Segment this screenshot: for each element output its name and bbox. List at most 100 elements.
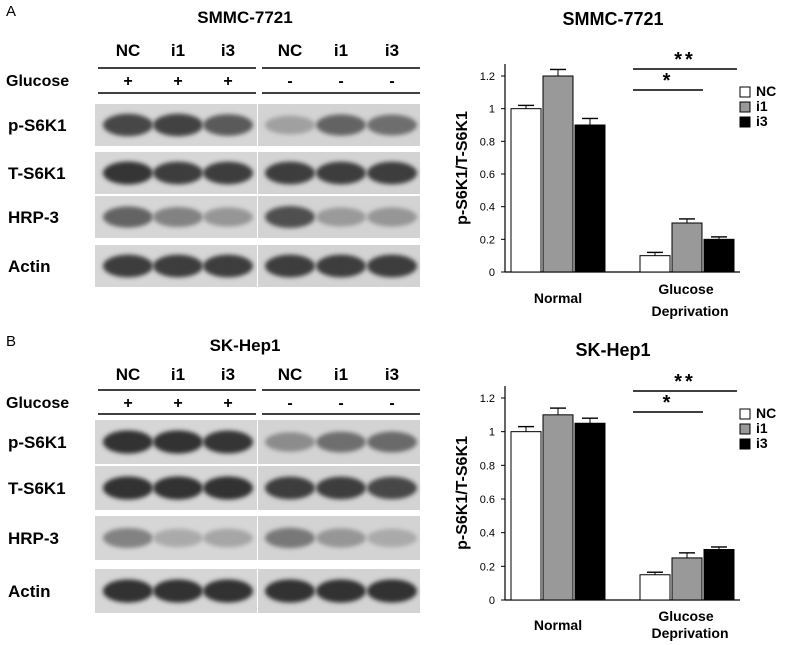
panel-letter: A — [6, 3, 16, 20]
band-label: p-S6K1 — [8, 116, 67, 135]
bar — [542, 414, 574, 601]
band — [265, 206, 315, 228]
y-tick-label: 0.2 — [480, 561, 495, 573]
error-bar — [589, 118, 591, 125]
y-tick-label: 0 — [489, 595, 495, 607]
category-label: Glucose — [658, 608, 713, 624]
error-bar — [654, 572, 656, 575]
significance-marker: ** — [674, 49, 696, 71]
y-tick-label: 0.4 — [480, 528, 495, 540]
band — [367, 431, 417, 453]
chart-title: SK-Hep1 — [575, 340, 650, 360]
y-tick-label: 0.6 — [480, 494, 495, 506]
band — [316, 114, 366, 136]
significance-marker: ** — [674, 371, 696, 393]
category-label: Normal — [534, 290, 582, 306]
significance-marker: * — [663, 70, 674, 92]
band — [265, 476, 315, 500]
glucose-sign: - — [287, 395, 292, 412]
y-tick-label: 0 — [489, 267, 495, 279]
error-bar — [589, 418, 591, 424]
band — [367, 476, 417, 500]
error-bar — [654, 252, 656, 256]
band — [103, 528, 153, 548]
y-axis-label: p-S6K1/T-S6K1 — [454, 436, 471, 550]
y-tick-label: 0.4 — [480, 202, 495, 214]
error-bar — [525, 426, 527, 432]
y-tick-label: 0.8 — [480, 460, 495, 472]
lane-label: NC — [278, 41, 303, 60]
blot-row: HRP-3 — [8, 516, 420, 560]
chart-title: SMMC-7721 — [562, 9, 663, 29]
legend-swatch — [739, 86, 751, 98]
blot-title: SK-Hep1 — [210, 336, 281, 355]
band — [103, 113, 153, 137]
lane-label: i3 — [221, 41, 235, 60]
glucose-sign: - — [287, 73, 292, 90]
band — [153, 113, 203, 137]
bar — [639, 574, 671, 601]
band — [103, 161, 153, 185]
legend-label: i3 — [756, 113, 768, 129]
band — [203, 528, 253, 548]
y-tick-label: 0.6 — [480, 169, 495, 181]
blot-row: T-S6K1 — [8, 466, 420, 510]
band — [367, 207, 417, 227]
lane-label: NC — [116, 41, 141, 60]
band — [203, 430, 253, 454]
glucose-label: Glucose — [6, 395, 69, 412]
band-label: HRP-3 — [8, 208, 59, 227]
lane-label: i1 — [334, 365, 348, 384]
band — [203, 254, 253, 278]
band — [316, 476, 366, 500]
band — [265, 115, 315, 135]
band — [316, 161, 366, 185]
y-tick-label: 1.2 — [480, 393, 495, 405]
bar — [510, 431, 542, 601]
glucose-sign: - — [338, 395, 343, 412]
significance-marker: * — [663, 392, 674, 414]
band-label: HRP-3 — [8, 529, 59, 548]
legend-swatch — [739, 423, 751, 435]
band — [367, 161, 417, 185]
bar — [510, 108, 542, 273]
band — [203, 114, 253, 136]
band — [316, 528, 366, 548]
band — [316, 254, 366, 278]
band — [203, 207, 253, 227]
glucose-sign: - — [389, 73, 394, 90]
blot-row: Actin — [8, 569, 420, 613]
category-label: Deprivation — [651, 625, 728, 641]
bar — [671, 222, 703, 273]
band — [367, 114, 417, 136]
band — [103, 579, 153, 603]
band — [153, 207, 203, 227]
band — [153, 161, 203, 185]
legend-swatch — [739, 116, 751, 128]
legend-swatch — [739, 101, 751, 113]
band — [103, 476, 153, 500]
y-tick-label: 0.8 — [480, 136, 495, 148]
western-blot: SMMC-7721 NC i1 i3 NC i1 i3 Glucose + + + - - - p-S6K1… — [6, 8, 420, 287]
bar — [574, 422, 606, 601]
band — [265, 161, 315, 185]
band — [316, 579, 366, 603]
band — [153, 579, 203, 603]
glucose-sign: - — [338, 73, 343, 90]
category-label: Deprivation — [651, 303, 728, 319]
band — [265, 432, 315, 452]
lane-label: i1 — [171, 365, 185, 384]
band — [367, 528, 417, 548]
band — [103, 430, 153, 454]
lane-label: NC — [116, 365, 141, 384]
blot-row: Actin — [8, 245, 420, 287]
category-label: Glucose — [658, 281, 713, 297]
band — [203, 476, 253, 500]
band — [203, 579, 253, 603]
glucose-sign: + — [223, 395, 232, 412]
band-label: p-S6K1 — [8, 433, 67, 452]
band — [153, 430, 203, 454]
bar — [542, 75, 574, 273]
error-bar — [557, 69, 559, 76]
